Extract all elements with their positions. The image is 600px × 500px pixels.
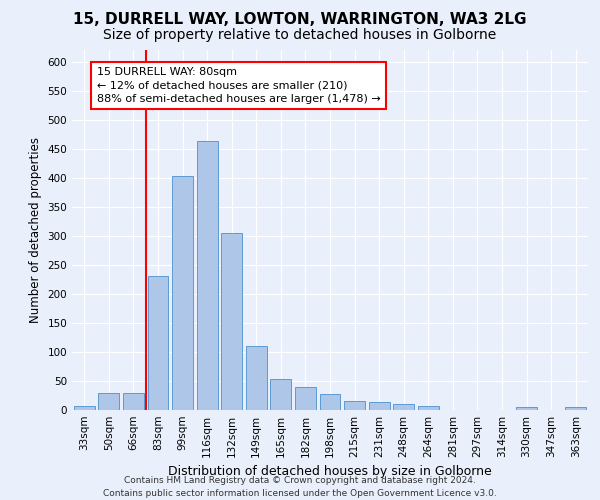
- Bar: [368, 402, 389, 410]
- Bar: [123, 392, 144, 410]
- Bar: [516, 407, 537, 410]
- Bar: [320, 394, 340, 410]
- X-axis label: Distribution of detached houses by size in Golborne: Distribution of detached houses by size …: [168, 466, 492, 478]
- Bar: [393, 404, 414, 410]
- Bar: [98, 392, 119, 410]
- Bar: [148, 276, 169, 410]
- Text: 15, DURRELL WAY, LOWTON, WARRINGTON, WA3 2LG: 15, DURRELL WAY, LOWTON, WARRINGTON, WA3…: [73, 12, 527, 28]
- Bar: [344, 402, 365, 410]
- Bar: [565, 407, 586, 410]
- Bar: [418, 406, 439, 410]
- Bar: [197, 141, 218, 410]
- Bar: [295, 388, 316, 410]
- Text: Size of property relative to detached houses in Golborne: Size of property relative to detached ho…: [103, 28, 497, 42]
- Bar: [74, 406, 95, 410]
- Text: 15 DURRELL WAY: 80sqm
← 12% of detached houses are smaller (210)
88% of semi-det: 15 DURRELL WAY: 80sqm ← 12% of detached …: [97, 68, 380, 104]
- Y-axis label: Number of detached properties: Number of detached properties: [29, 137, 42, 323]
- Bar: [271, 379, 292, 410]
- Text: Contains HM Land Registry data © Crown copyright and database right 2024.
Contai: Contains HM Land Registry data © Crown c…: [103, 476, 497, 498]
- Bar: [221, 233, 242, 410]
- Bar: [172, 176, 193, 410]
- Bar: [246, 346, 267, 410]
